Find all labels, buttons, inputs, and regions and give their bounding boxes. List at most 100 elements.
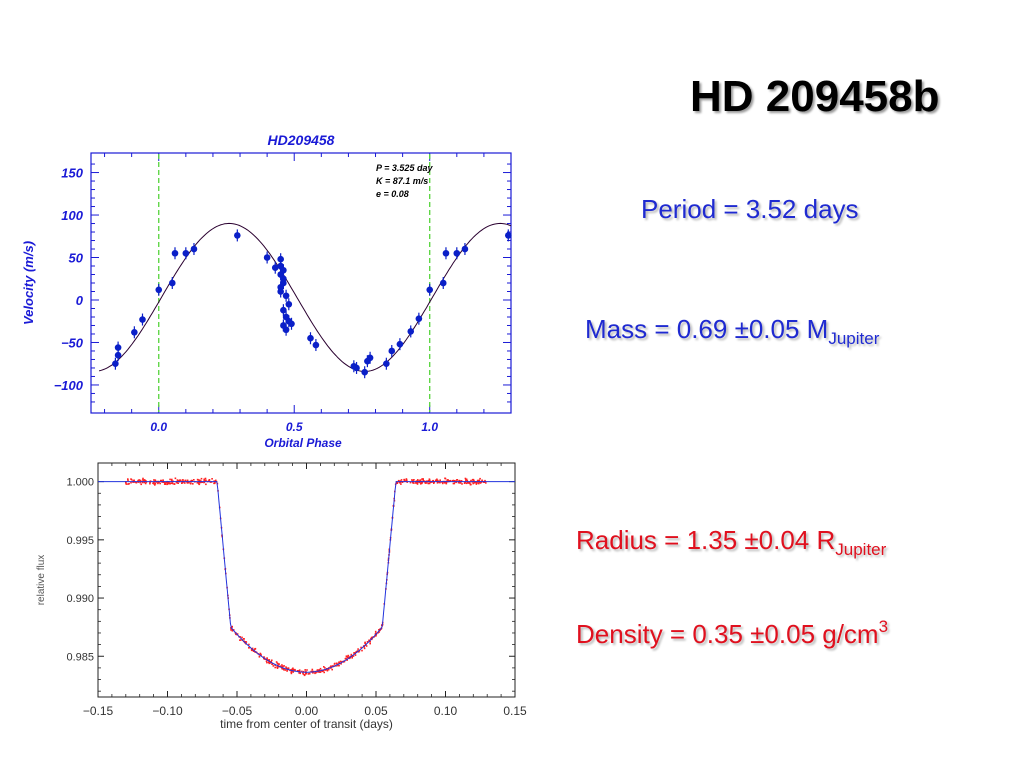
rv-y-tick-label: −100 <box>54 378 84 393</box>
lc-observed-point <box>143 480 146 482</box>
lc-observed-point <box>428 478 431 480</box>
rv-data-point <box>282 326 290 334</box>
lc-observed-point <box>283 665 285 667</box>
lc-observed-point <box>476 479 479 482</box>
lc-observed-point <box>203 479 206 482</box>
lc-observed-point <box>375 632 377 635</box>
lc-observed-point <box>438 481 440 484</box>
lc-observed-point <box>325 668 328 671</box>
rv-data-point <box>263 254 271 261</box>
lc-observed-point <box>179 479 181 481</box>
rv-data-point <box>353 364 360 372</box>
lc-observed-point <box>290 672 293 675</box>
lc-observed-point <box>284 669 287 671</box>
lc-observed-point <box>357 651 360 653</box>
rv-data-point <box>285 300 293 308</box>
lc-observed-point <box>436 478 438 481</box>
lc-observed-point <box>447 479 449 481</box>
lc-observed-point <box>283 668 285 671</box>
lc-observed-point <box>332 665 334 667</box>
lc-observed-point <box>427 479 430 482</box>
lc-observed-point <box>263 656 265 658</box>
lc-observed-point <box>334 662 336 665</box>
lc-observed-point <box>298 669 301 671</box>
lc-observed-point <box>481 479 483 482</box>
lc-observed-point <box>338 662 340 664</box>
lc-observed-point <box>455 481 457 484</box>
lc-observed-point <box>263 657 265 660</box>
lc-observed-point <box>159 482 161 485</box>
lc-observed-point <box>248 647 250 649</box>
rv-data-point <box>442 249 450 257</box>
lc-observed-point <box>260 654 262 656</box>
rv-data-point <box>280 266 287 274</box>
lc-observed-point <box>323 671 325 674</box>
lc-observed-point <box>127 478 129 480</box>
lc-observed-point <box>190 482 192 484</box>
lc-observed-point <box>239 636 241 638</box>
lc-observed-point <box>153 481 155 484</box>
lc-observed-point <box>213 480 215 482</box>
lc-observed-point <box>298 672 300 674</box>
rv-parameter-annotation: e = 0.08 <box>376 189 409 199</box>
lc-observed-point <box>351 657 353 659</box>
lc-x-tick-label: −0.05 <box>222 704 253 718</box>
radius-label: Radius = 1.35 ±0.04 R <box>576 525 836 555</box>
lc-observed-point <box>276 662 279 664</box>
lc-observed-point <box>336 663 338 665</box>
rv-data-point <box>182 249 190 257</box>
lc-observed-point <box>364 641 366 644</box>
lc-observed-point <box>182 479 184 481</box>
period-label: Period = 3.52 days <box>641 194 859 224</box>
lc-observed-point <box>463 482 466 484</box>
lc-observed-point <box>364 642 366 645</box>
lc-observed-point <box>139 481 141 484</box>
lc-observed-point <box>125 482 127 484</box>
lc-observed-point <box>296 670 299 672</box>
rv-data-point <box>426 286 434 294</box>
lc-observed-point <box>369 640 371 643</box>
lc-y-tick-label: 0.995 <box>66 535 94 547</box>
lc-observed-point <box>265 660 268 662</box>
lc-observed-point <box>338 661 340 663</box>
lc-observed-point <box>135 481 138 484</box>
lc-observed-point <box>154 479 157 481</box>
lc-observed-point <box>142 479 145 481</box>
lc-observed-point <box>127 483 129 485</box>
lc-observed-point <box>398 481 401 484</box>
lc-observed-point <box>421 481 423 483</box>
lc-observed-point <box>475 483 478 485</box>
lc-observed-point <box>154 484 156 486</box>
rv-data-point <box>361 368 368 376</box>
lc-observed-point <box>157 482 159 485</box>
lc-observed-point <box>230 629 232 631</box>
lc-observed-point <box>204 477 207 480</box>
lc-observed-point <box>339 660 342 663</box>
lc-observed-point <box>348 657 351 660</box>
lc-observed-point <box>479 482 482 484</box>
lc-observed-point <box>166 482 168 484</box>
rv-y-tick-label: 100 <box>61 208 83 223</box>
lc-observed-point <box>352 655 355 657</box>
lc-observed-point <box>269 662 271 664</box>
lc-observed-point <box>174 477 177 480</box>
lc-observed-point <box>446 479 449 482</box>
lc-model-curve <box>98 481 515 673</box>
lc-y-tick-label: 0.990 <box>66 593 94 605</box>
lc-observed-point <box>368 639 370 642</box>
lc-observed-point <box>419 479 421 482</box>
lc-observed-point <box>484 479 486 482</box>
lc-observed-point <box>378 631 380 633</box>
lc-observed-point <box>140 483 142 486</box>
lc-x-tick-label: 0.10 <box>434 704 458 718</box>
lc-observed-point <box>427 482 430 485</box>
lc-observed-point <box>319 671 322 673</box>
lc-observed-point <box>411 479 413 481</box>
lc-observed-point <box>449 479 452 482</box>
lc-y-tick-label: 0.985 <box>66 651 94 663</box>
lc-observed-point <box>302 673 305 675</box>
rv-data-point <box>388 347 396 355</box>
rv-x-tick-label: 0.0 <box>150 420 167 434</box>
